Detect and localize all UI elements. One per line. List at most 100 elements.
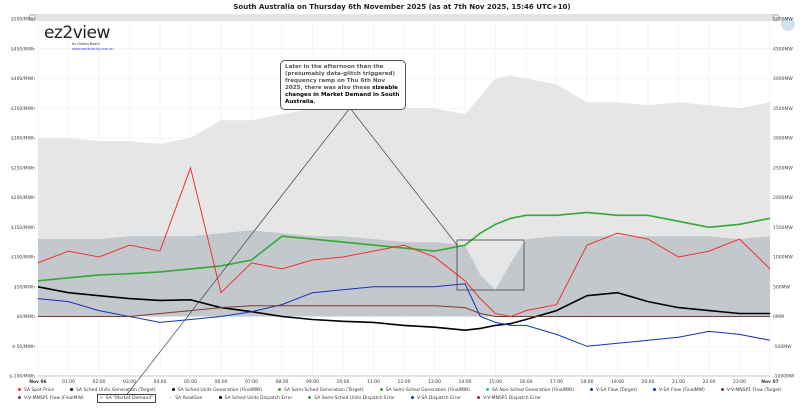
data-point	[479, 274, 481, 276]
data-point	[617, 316, 618, 317]
x-tick: Nov 06	[29, 379, 47, 385]
x-tick: 10:00	[337, 379, 350, 385]
legend-item[interactable]: V-SA Flow (Target)	[588, 387, 639, 394]
data-point	[495, 78, 496, 79]
legend-label: SA AvailGen	[175, 396, 203, 401]
data-point	[769, 316, 771, 317]
data-point	[556, 235, 557, 237]
legend-item[interactable]: SA Sched Units Generation (Target)	[68, 387, 158, 394]
data-point	[495, 223, 496, 225]
data-point	[556, 334, 557, 335]
x-tick: 19:00	[611, 379, 624, 385]
data-point	[678, 316, 679, 317]
y-left-tick: $500/MWh	[11, 17, 35, 23]
data-point	[525, 310, 527, 311]
legend-item[interactable]: SA Sched Units Generation (FinalMW)	[170, 387, 264, 394]
data-point	[251, 311, 252, 313]
data-point	[479, 232, 481, 234]
legend-item[interactable]: SA AvailGen	[167, 395, 204, 402]
data-point	[586, 102, 588, 103]
data-point	[556, 316, 557, 317]
data-point	[312, 259, 313, 261]
legend-item[interactable]: SA Semi-Sched Generation (FinalMW)	[378, 387, 472, 394]
legend-item-market-demand[interactable]: SA "Market Demand"	[96, 394, 157, 403]
legend-label: SA Sched Units Generation (Target)	[76, 388, 156, 393]
data-point	[129, 244, 130, 246]
y-right-tick: 1500MW	[773, 225, 793, 231]
range-navigator	[30, 14, 778, 21]
y-left-tick: $450/MWh	[11, 46, 35, 52]
legend-item[interactable]: SA Semi-Sched Generation (Target)	[276, 387, 366, 394]
data-point	[190, 299, 191, 301]
y-right-tick: 2000MW	[773, 195, 793, 201]
logo-url[interactable]: www.wattclarity.com.au	[72, 47, 114, 51]
data-point	[98, 310, 100, 311]
data-point	[617, 235, 618, 237]
data-point	[403, 244, 405, 246]
legend-item[interactable]: SA Spot Price	[16, 387, 56, 394]
x-tick: 22:00	[703, 379, 716, 385]
navigator-handle-left[interactable]	[28, 14, 36, 21]
data-point	[739, 223, 740, 225]
data-point	[586, 345, 588, 347]
data-point	[37, 280, 39, 282]
data-point	[586, 295, 588, 296]
data-point	[159, 271, 161, 273]
legend-marker-icon	[485, 388, 489, 391]
navigator-handle-right[interactable]	[772, 14, 780, 21]
data-point	[220, 316, 222, 317]
x-tick: 07:00	[245, 379, 258, 385]
data-point	[708, 104, 710, 106]
data-point	[190, 319, 191, 320]
data-point	[251, 119, 252, 121]
x-tick: Nov 07	[761, 379, 779, 385]
data-point	[647, 235, 649, 237]
y-left-tick: $100/MWh	[11, 255, 35, 261]
data-point	[464, 307, 466, 308]
legend-item[interactable]: SA Semi-Sched Units Dispatch Error	[306, 395, 397, 402]
legend-label: V-V-MNSP1 Flow (Target)	[726, 388, 782, 393]
data-point	[434, 326, 435, 328]
data-point	[586, 244, 588, 246]
data-point	[556, 310, 557, 311]
legend-item[interactable]: V-V-MNSP1 Flow (Target)	[719, 387, 784, 394]
legend-item[interactable]: SA Sched Units Dispatch Error	[217, 395, 295, 402]
data-point	[312, 305, 313, 307]
data-point	[495, 316, 496, 317]
data-point	[769, 102, 771, 103]
legend-marker-icon	[477, 396, 481, 399]
data-point	[403, 325, 405, 326]
data-point	[434, 305, 435, 307]
data-point	[739, 334, 740, 335]
data-point	[678, 307, 679, 308]
legend-item[interactable]: V-V-MNSP1 Dispatch Error	[475, 395, 543, 402]
data-point	[68, 250, 69, 252]
data-point	[495, 325, 496, 326]
y-right-tick: 4000MW	[773, 76, 793, 82]
callout-text: Later in the afternoon than the (presuma…	[285, 64, 396, 91]
legend-item[interactable]: SA Non-Sched Generation (FinalMW)	[484, 387, 576, 394]
y-right-tick: 5000MW	[773, 17, 793, 23]
legend-label: SA Spot Price	[24, 388, 55, 393]
data-point	[281, 316, 283, 317]
legend-item[interactable]: V-SA Flow (FinalMW)	[651, 387, 707, 394]
data-point	[342, 320, 344, 322]
legend-label: V-SA Dispatch Error	[417, 396, 462, 401]
data-point	[251, 262, 252, 264]
data-point	[525, 316, 527, 317]
legend-marker-icon	[70, 388, 74, 391]
legend-label: V-V-MNSP1 Dispatch Error	[483, 396, 541, 401]
legend-marker-icon	[589, 388, 593, 391]
y-right-tick: 4500MW	[773, 46, 793, 52]
x-tick: 09:00	[306, 379, 319, 385]
data-point	[586, 212, 588, 213]
legend-marker-icon	[99, 396, 103, 399]
y-right-tick: 2500MW	[773, 165, 793, 171]
data-point	[373, 322, 374, 323]
data-point	[769, 218, 771, 219]
data-point	[403, 241, 405, 243]
legend-item[interactable]: V-SA Dispatch Error	[409, 395, 463, 402]
legend-item[interactable]: V-V-MNSP1 Flow (FinalMW)	[16, 395, 86, 402]
x-tick: 18:00	[581, 379, 594, 385]
data-point	[769, 340, 771, 341]
